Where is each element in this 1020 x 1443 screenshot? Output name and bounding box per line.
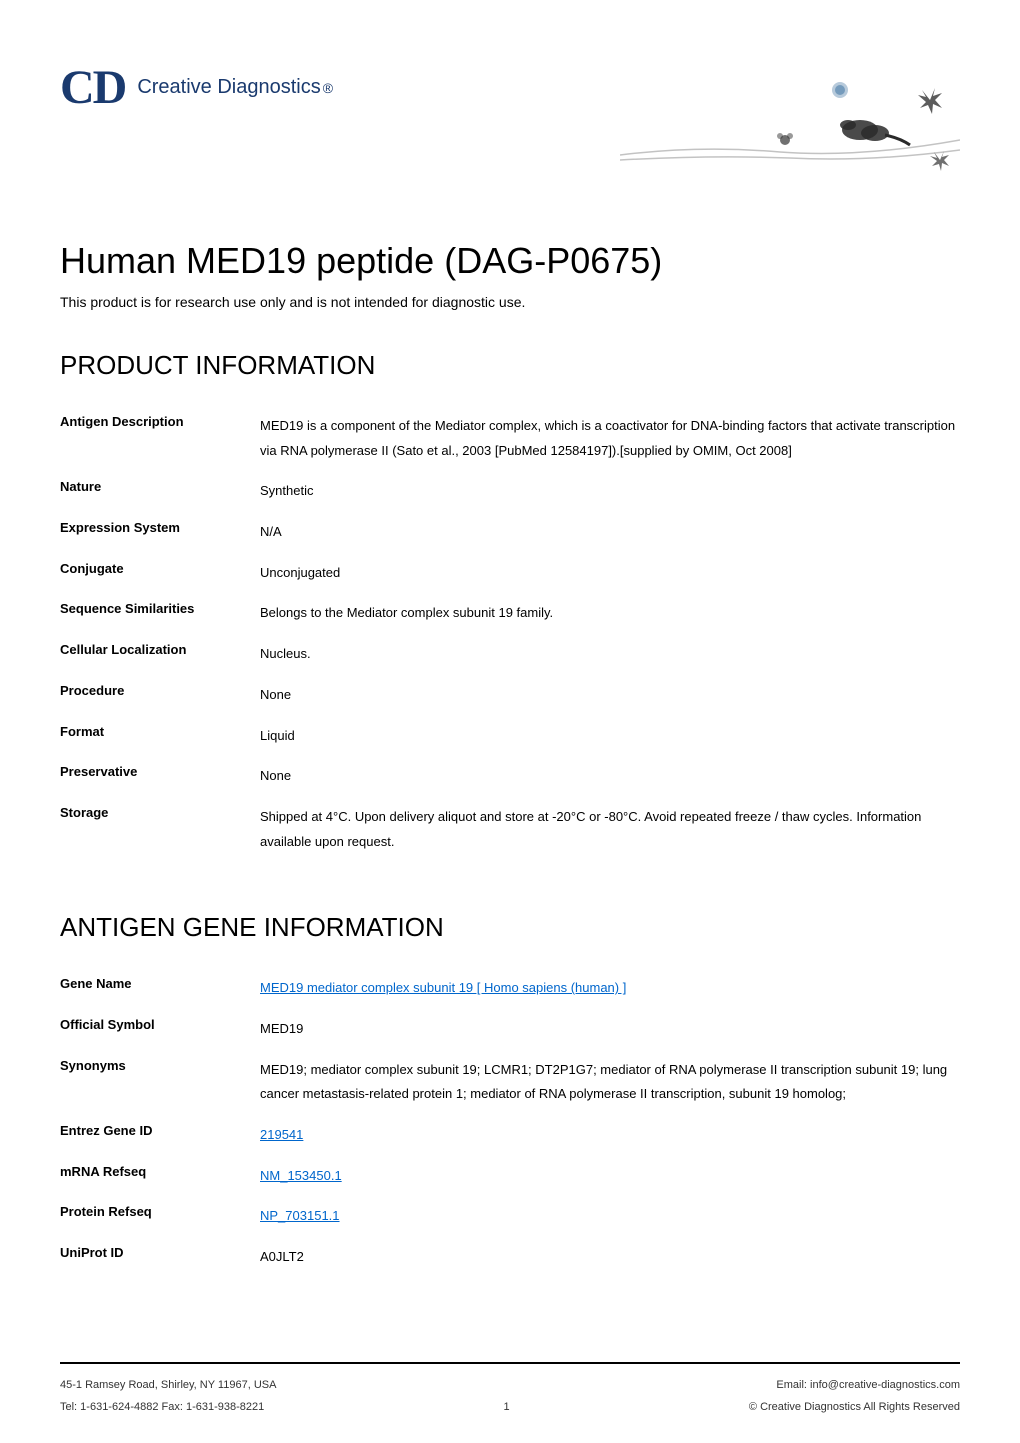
footer-row-2: Tel: 1-631-624-4882 Fax: 1-631-938-8221 … bbox=[60, 1401, 960, 1413]
logo-brand-text: Creative Diagnostics bbox=[137, 76, 320, 99]
table-row: Preservative None bbox=[60, 756, 960, 797]
mrna-refseq-link[interactable]: NM_153450.1 bbox=[260, 1168, 342, 1183]
table-row: UniProt ID A0JLT2 bbox=[60, 1237, 960, 1278]
row-label: Official Symbol bbox=[60, 1017, 260, 1032]
row-label: Expression System bbox=[60, 520, 260, 535]
row-label: Entrez Gene ID bbox=[60, 1123, 260, 1138]
row-label: Cellular Localization bbox=[60, 642, 260, 657]
section-heading-antigen-info: ANTIGEN GENE INFORMATION bbox=[60, 912, 960, 943]
table-row: Official Symbol MED19 bbox=[60, 1009, 960, 1050]
row-value: None bbox=[260, 683, 960, 708]
row-value: MED19 bbox=[260, 1017, 960, 1042]
table-row: Nature Synthetic bbox=[60, 471, 960, 512]
antigen-info-table: Gene Name MED19 mediator complex subunit… bbox=[60, 968, 960, 1278]
footer-copyright: © Creative Diagnostics All Rights Reserv… bbox=[749, 1401, 960, 1413]
page-footer: 45-1 Ramsey Road, Shirley, NY 11967, USA… bbox=[60, 1362, 960, 1423]
row-value: MED19 is a component of the Mediator com… bbox=[260, 414, 960, 463]
row-label: Nature bbox=[60, 479, 260, 494]
row-value: Shipped at 4°C. Upon delivery aliquot an… bbox=[260, 805, 960, 854]
table-row: Antigen Description MED19 is a component… bbox=[60, 406, 960, 471]
table-row: Gene Name MED19 mediator complex subunit… bbox=[60, 968, 960, 1009]
footer-email: Email: info@creative-diagnostics.com bbox=[776, 1379, 960, 1391]
row-label: Conjugate bbox=[60, 561, 260, 576]
product-title: Human MED19 peptide (DAG-P0675) bbox=[60, 240, 960, 282]
table-row: Cellular Localization Nucleus. bbox=[60, 634, 960, 675]
row-value: None bbox=[260, 764, 960, 789]
product-info-table: Antigen Description MED19 is a component… bbox=[60, 406, 960, 862]
table-row: Storage Shipped at 4°C. Upon delivery al… bbox=[60, 797, 960, 862]
row-value: Belongs to the Mediator complex subunit … bbox=[260, 601, 960, 626]
section-heading-product-info: PRODUCT INFORMATION bbox=[60, 350, 960, 381]
page-header: CD Creative Diagnostics ® bbox=[60, 60, 960, 190]
table-row: Protein Refseq NP_703151.1 bbox=[60, 1196, 960, 1237]
row-label: Preservative bbox=[60, 764, 260, 779]
logo-registered-mark: ® bbox=[323, 80, 333, 96]
footer-page-number: 1 bbox=[504, 1401, 510, 1413]
footer-divider bbox=[60, 1362, 960, 1364]
row-value: MED19 mediator complex subunit 19 [ Homo… bbox=[260, 976, 960, 1001]
logo-cd-mark: CD bbox=[60, 60, 125, 115]
row-value: A0JLT2 bbox=[260, 1245, 960, 1270]
footer-address: 45-1 Ramsey Road, Shirley, NY 11967, USA bbox=[60, 1379, 276, 1391]
header-decorative-image bbox=[620, 60, 960, 190]
table-row: Entrez Gene ID 219541 bbox=[60, 1115, 960, 1156]
gene-name-link[interactable]: MED19 mediator complex subunit 19 [ Homo… bbox=[260, 980, 626, 995]
row-value: 219541 bbox=[260, 1123, 960, 1148]
logo: CD Creative Diagnostics ® bbox=[60, 60, 333, 115]
row-label: Protein Refseq bbox=[60, 1204, 260, 1219]
row-label: Procedure bbox=[60, 683, 260, 698]
table-row: Conjugate Unconjugated bbox=[60, 553, 960, 594]
table-row: Expression System N/A bbox=[60, 512, 960, 553]
table-row: Synonyms MED19; mediator complex subunit… bbox=[60, 1050, 960, 1115]
row-value: NM_153450.1 bbox=[260, 1164, 960, 1189]
row-value: Synthetic bbox=[260, 479, 960, 504]
table-row: Sequence Similarities Belongs to the Med… bbox=[60, 593, 960, 634]
row-value: Liquid bbox=[260, 724, 960, 749]
row-label: Format bbox=[60, 724, 260, 739]
row-label: Synonyms bbox=[60, 1058, 260, 1073]
footer-row-1: 45-1 Ramsey Road, Shirley, NY 11967, USA… bbox=[60, 1379, 960, 1391]
row-label: Antigen Description bbox=[60, 414, 260, 429]
row-value: MED19; mediator complex subunit 19; LCMR… bbox=[260, 1058, 960, 1107]
table-row: Procedure None bbox=[60, 675, 960, 716]
row-value: Nucleus. bbox=[260, 642, 960, 667]
footer-tel: Tel: 1-631-624-4882 Fax: 1-631-938-8221 bbox=[60, 1401, 264, 1413]
product-subtitle: This product is for research use only an… bbox=[60, 294, 960, 310]
row-label: Gene Name bbox=[60, 976, 260, 991]
row-label: mRNA Refseq bbox=[60, 1164, 260, 1179]
row-value: NP_703151.1 bbox=[260, 1204, 960, 1229]
row-label: Storage bbox=[60, 805, 260, 820]
row-label: Sequence Similarities bbox=[60, 601, 260, 616]
row-value: Unconjugated bbox=[260, 561, 960, 586]
row-value: N/A bbox=[260, 520, 960, 545]
protein-refseq-link[interactable]: NP_703151.1 bbox=[260, 1208, 340, 1223]
row-label: UniProt ID bbox=[60, 1245, 260, 1260]
entrez-gene-link[interactable]: 219541 bbox=[260, 1127, 303, 1142]
table-row: Format Liquid bbox=[60, 716, 960, 757]
table-row: mRNA Refseq NM_153450.1 bbox=[60, 1156, 960, 1197]
